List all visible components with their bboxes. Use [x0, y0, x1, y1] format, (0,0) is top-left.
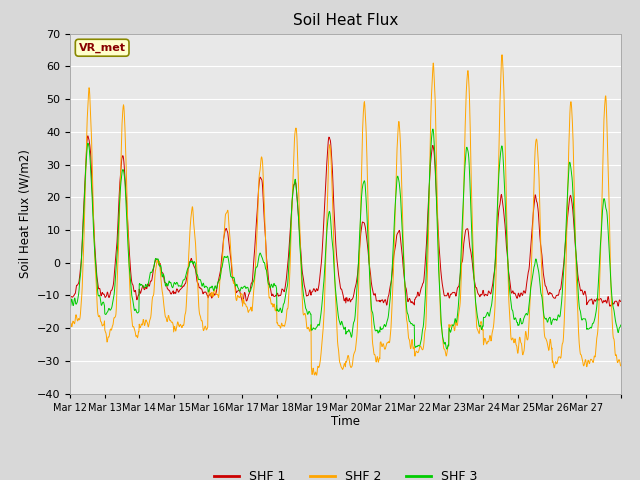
SHF 3 [152, 256, 160, 262]
SHF 3 [476, 323, 484, 329]
SHF 1 [617, 299, 625, 304]
X-axis label: Time: Time [331, 415, 360, 429]
SHF 1 [556, 287, 564, 292]
SHF 3 [617, 322, 625, 328]
SHF 2 [499, 52, 506, 58]
SHF 2 [557, 355, 564, 361]
SHF 2 [332, 291, 339, 297]
Text: VR_met: VR_met [79, 43, 125, 53]
SHF 3 [331, 281, 339, 287]
Legend: SHF 1, SHF 2, SHF 3: SHF 1, SHF 2, SHF 3 [209, 465, 483, 480]
Line: SHF 2: SHF 2 [70, 55, 621, 375]
SHF 2 [611, 339, 618, 345]
Line: SHF 1: SHF 1 [70, 136, 621, 306]
SHF 1 [606, 303, 614, 309]
SHF 1 [332, 234, 339, 240]
SHF 2 [67, 321, 74, 326]
SHF 1 [84, 133, 92, 139]
SHF 1 [611, 300, 618, 306]
SHF 3 [67, 304, 74, 310]
SHF 3 [429, 126, 436, 132]
Line: SHF 3: SHF 3 [70, 129, 621, 349]
Title: Soil Heat Flux: Soil Heat Flux [293, 13, 398, 28]
Y-axis label: Soil Heat Flux (W/m2): Soil Heat Flux (W/m2) [19, 149, 31, 278]
SHF 3 [611, 310, 618, 316]
SHF 1 [321, 196, 329, 202]
SHF 1 [153, 256, 161, 262]
SHF 2 [313, 372, 321, 378]
SHF 3 [557, 310, 564, 315]
SHF 2 [617, 363, 625, 369]
SHF 2 [321, 283, 329, 288]
SHF 1 [476, 293, 483, 299]
SHF 1 [67, 294, 74, 300]
SHF 3 [443, 346, 451, 352]
SHF 3 [321, 267, 328, 273]
SHF 2 [152, 262, 160, 267]
SHF 2 [476, 329, 483, 335]
